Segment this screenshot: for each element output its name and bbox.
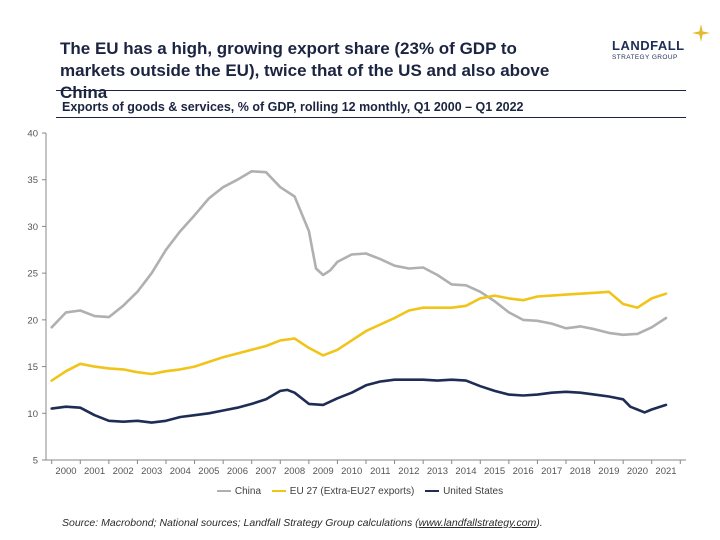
- x-tick-label: 2017: [541, 466, 562, 477]
- legend-item-eu: EU 27 (Extra-EU27 exports): [271, 486, 415, 497]
- x-tick-label: 2006: [227, 466, 248, 477]
- source-note: Source: Macrobond; National sources; Lan…: [62, 517, 543, 529]
- x-tick-label: 2009: [313, 466, 334, 477]
- legend-label-china: China: [234, 486, 262, 497]
- x-tick-label: 2000: [55, 466, 76, 477]
- x-tick-label: 2010: [341, 466, 362, 477]
- y-tick-label: 5: [33, 456, 38, 467]
- series-line-china: [50, 170, 668, 337]
- y-tick-label: 35: [27, 175, 38, 186]
- subtitle-rule: [56, 117, 686, 118]
- chart-subtitle: Exports of goods & services, % of GDP, r…: [62, 100, 524, 114]
- x-tick-label: 2007: [255, 466, 276, 477]
- x-tick-label: 2008: [284, 466, 305, 477]
- x-tick-label: 2016: [513, 466, 534, 477]
- source-link[interactable]: www.landfallstrategy.com: [418, 517, 537, 529]
- x-tick-label: 2005: [198, 466, 219, 477]
- legend-swatch-china: [216, 490, 231, 493]
- source-suffix: ).: [536, 517, 543, 529]
- x-tick-label: 2001: [84, 466, 105, 477]
- x-tick-label: 2021: [655, 466, 676, 477]
- star-icon: [692, 24, 710, 42]
- x-tick-label: 2003: [141, 466, 162, 477]
- y-tick-label: 30: [27, 222, 38, 233]
- legend-item-us: United States: [425, 486, 503, 497]
- x-tick-label: 2019: [598, 466, 619, 477]
- y-tick-label: 25: [27, 269, 38, 280]
- x-tick-label: 2020: [627, 466, 648, 477]
- source-prefix: Source: Macrobond; National sources; Lan…: [62, 517, 419, 529]
- series-line-us: [50, 378, 668, 424]
- x-tick-label: 2015: [484, 466, 505, 477]
- headline: The EU has a high, growing export share …: [60, 39, 550, 102]
- x-tick-label: 2013: [427, 466, 448, 477]
- x-tick-label: 2012: [398, 466, 419, 477]
- x-tick-label: 2002: [113, 466, 134, 477]
- legend-label-us: United States: [443, 486, 504, 497]
- series-line-eu: [50, 290, 668, 382]
- x-tick-label: 2014: [455, 466, 476, 477]
- logo-subtitle: STRATEGY GROUP: [612, 54, 678, 61]
- x-tick-label: 2004: [170, 466, 191, 477]
- legend-swatch-eu: [271, 490, 286, 493]
- y-tick-label: 10: [27, 409, 38, 420]
- logo-name: LANDFALL: [612, 38, 685, 53]
- legend: China EU 27 (Extra-EU27 exports) United …: [0, 486, 720, 497]
- y-tick-label: 15: [27, 362, 38, 373]
- landfall-logo: LANDFALL STRATEGY GROUP: [612, 24, 710, 62]
- legend-swatch-us: [425, 490, 440, 493]
- legend-label-eu: EU 27 (Extra-EU27 exports): [289, 486, 415, 497]
- top-rule: [56, 90, 686, 91]
- legend-item-china: China: [216, 486, 262, 497]
- y-tick-label: 40: [27, 129, 38, 140]
- y-tick-label: 20: [27, 315, 38, 326]
- x-tick-label: 2018: [570, 466, 591, 477]
- x-tick-label: 2011: [370, 466, 390, 477]
